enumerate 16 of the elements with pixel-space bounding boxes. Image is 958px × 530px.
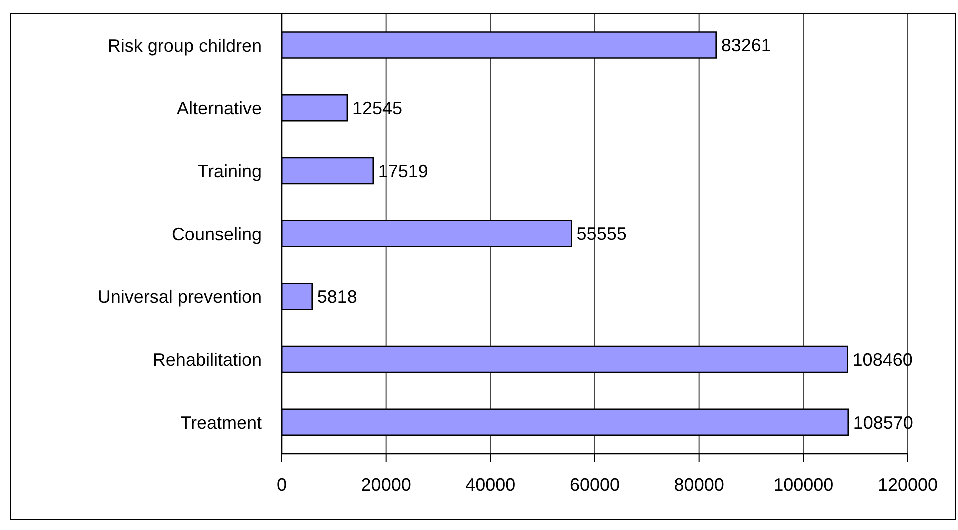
- y-tick-label: Treatment: [180, 412, 262, 433]
- x-tick-label: 60000: [570, 474, 620, 495]
- x-tick-label: 80000: [674, 474, 724, 495]
- x-tick-label: 0: [276, 474, 288, 495]
- y-tick-label: Alternative: [176, 98, 262, 119]
- data-label: 5818: [317, 287, 358, 308]
- y-tick-label: Rehabilitation: [152, 350, 262, 370]
- data-label: 83261: [721, 36, 772, 56]
- x-tick-label: 100000: [774, 474, 834, 495]
- y-tick-label: Risk group children: [108, 36, 262, 56]
- y-tick-label: Universal prevention: [98, 287, 262, 308]
- x-tick-label: 120000: [878, 474, 938, 495]
- y-tick-label: Training: [198, 162, 262, 182]
- y-tick-label: Counseling: [172, 224, 262, 244]
- x-tick-label: 20000: [361, 474, 412, 495]
- x-tick-label: 40000: [466, 474, 516, 495]
